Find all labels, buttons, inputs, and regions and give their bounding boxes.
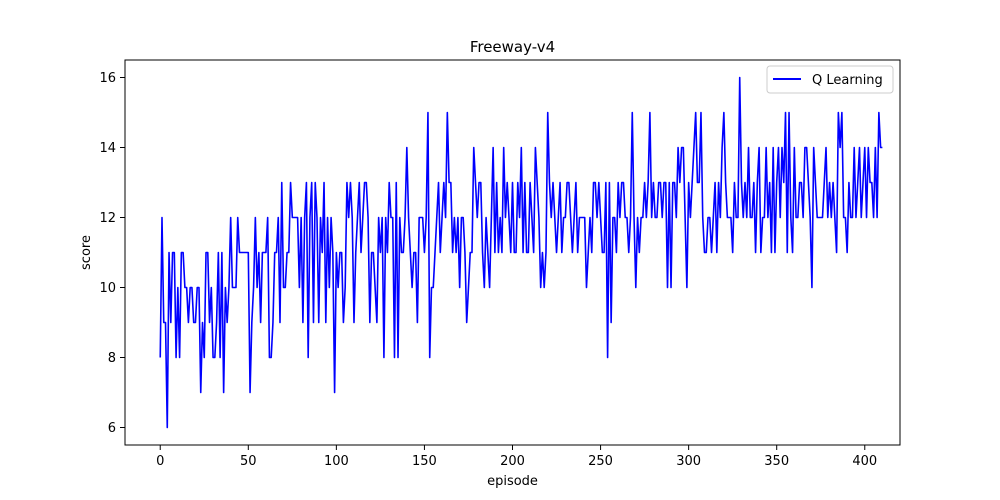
chart-title: Freeway-v4: [470, 38, 555, 56]
y-tick-label: 10: [99, 281, 116, 296]
x-tick-label: 200: [500, 454, 525, 469]
y-tick-label: 16: [99, 71, 116, 86]
y-tick-label: 6: [108, 421, 116, 436]
plot-area: [124, 59, 901, 446]
series-layer: [159, 76, 883, 429]
series-line-q-learning: [159, 76, 883, 429]
y-axis-ticks: 6 8 10 12 14 16: [99, 71, 125, 436]
x-axis-ticks: 0 50 100 150 200 250 300 350 400: [156, 445, 877, 469]
x-tick-label: 250: [588, 454, 613, 469]
x-tick-label: 0: [156, 454, 164, 469]
x-axis-label: episode: [487, 474, 538, 489]
legend-box: [766, 65, 894, 94]
legend-label-q-learning: Q Learning: [812, 73, 883, 88]
legend: Q Learning: [766, 65, 894, 94]
x-tick-label: 400: [852, 454, 877, 469]
x-tick-label: 300: [676, 454, 701, 469]
y-tick-label: 14: [99, 141, 116, 156]
x-tick-label: 350: [764, 454, 789, 469]
x-tick-label: 50: [240, 454, 257, 469]
y-tick-label: 8: [108, 351, 116, 366]
y-axis-label: score: [79, 235, 94, 270]
y-tick-label: 12: [99, 211, 116, 226]
x-tick-label: 100: [324, 454, 349, 469]
x-tick-label: 150: [412, 454, 437, 469]
